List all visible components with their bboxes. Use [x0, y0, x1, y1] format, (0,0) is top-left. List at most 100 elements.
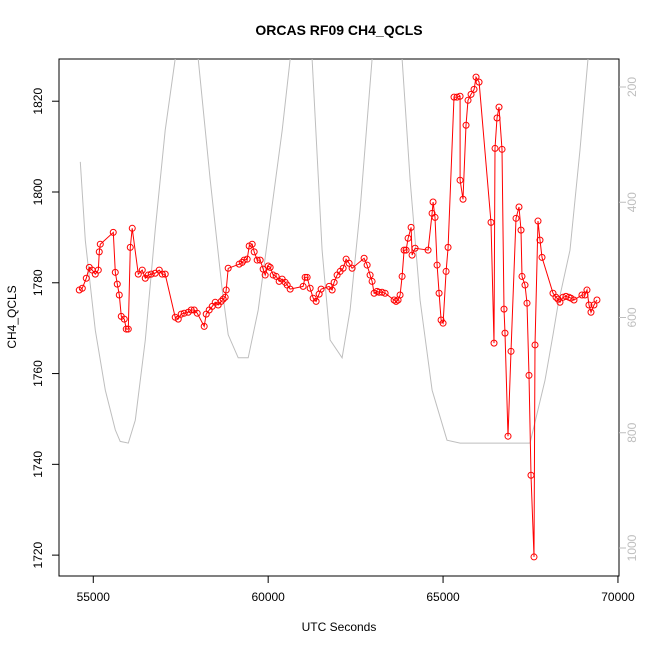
- data-point: [531, 341, 539, 349]
- data-point: [120, 315, 128, 323]
- data-point: [124, 325, 132, 333]
- data-point: [525, 371, 533, 379]
- data-point: [82, 274, 90, 282]
- data-point: [396, 291, 404, 299]
- x-tick-label: 55000: [77, 590, 111, 604]
- data-point: [328, 286, 336, 294]
- plot-box: [58, 58, 620, 577]
- data-point: [253, 256, 261, 264]
- data-point: [433, 261, 441, 269]
- data-point: [459, 195, 467, 203]
- data-point: [238, 258, 246, 266]
- data-point: [109, 228, 117, 236]
- y-axis-label: CH4_QCLS: [5, 285, 19, 348]
- data-point: [408, 251, 416, 259]
- y2-tick-label: 1000: [625, 534, 639, 561]
- data-point: [527, 471, 535, 479]
- plot-area: [75, 59, 601, 561]
- data-point: [523, 299, 531, 307]
- y-tick-label: 1780: [31, 269, 45, 296]
- data-point: [200, 322, 208, 330]
- data-point: [368, 277, 376, 285]
- data-point: [360, 254, 368, 262]
- data-point: [259, 265, 267, 273]
- data-point: [240, 256, 248, 264]
- data-point: [587, 308, 595, 316]
- data-point: [583, 286, 591, 294]
- data-point: [521, 281, 529, 289]
- data-point: [177, 310, 185, 318]
- data-point: [126, 243, 134, 251]
- y2-tick-label: 400: [625, 192, 639, 212]
- data-point: [512, 214, 520, 222]
- data-point: [518, 272, 526, 280]
- data-point: [264, 262, 272, 270]
- data-point: [272, 272, 280, 280]
- data-point: [193, 309, 201, 317]
- data-point: [424, 246, 432, 254]
- data-point: [439, 319, 447, 327]
- data-point: [491, 144, 499, 152]
- y2-tick-label: 800: [625, 422, 639, 442]
- data-point: [345, 259, 353, 267]
- data-point: [507, 347, 515, 355]
- data-point: [398, 272, 406, 280]
- data-point: [404, 234, 412, 242]
- data-point: [256, 256, 264, 264]
- data-point: [453, 93, 461, 101]
- data-point: [590, 301, 598, 309]
- data-point: [402, 246, 410, 254]
- data-point: [444, 243, 452, 251]
- data-point: [266, 263, 274, 271]
- data-point: [363, 261, 371, 269]
- data-point: [122, 325, 130, 333]
- data-point: [180, 309, 188, 317]
- data-point: [470, 85, 478, 93]
- data-point: [467, 90, 475, 98]
- data-point: [158, 270, 166, 278]
- data-point: [113, 280, 121, 288]
- y-tick-label: 1800: [31, 178, 45, 205]
- data-point: [390, 296, 398, 304]
- data-point: [407, 223, 415, 231]
- data-point: [286, 285, 294, 293]
- data-point: [552, 293, 560, 301]
- data-point: [493, 114, 501, 122]
- data-point: [381, 289, 389, 297]
- data-point: [221, 293, 229, 301]
- data-point: [312, 297, 320, 305]
- series-line: [79, 59, 589, 444]
- data-point: [515, 203, 523, 211]
- data-point: [339, 264, 347, 272]
- data-point: [500, 305, 508, 313]
- data-point: [570, 296, 578, 304]
- x-tick-label: 65000: [426, 590, 460, 604]
- data-point: [144, 271, 152, 279]
- data-point: [330, 278, 338, 286]
- data-point: [585, 301, 593, 309]
- data-point: [115, 291, 123, 299]
- data-point: [534, 217, 542, 225]
- data-point: [134, 270, 142, 278]
- data-point: [219, 295, 227, 303]
- data-point: [78, 284, 86, 292]
- data-point: [435, 289, 443, 297]
- data-point: [392, 297, 400, 305]
- y-tick-label: 1720: [31, 541, 45, 568]
- data-point: [504, 432, 512, 440]
- data-point: [378, 288, 386, 296]
- data-point: [593, 296, 601, 304]
- data-point: [464, 96, 472, 104]
- data-point: [498, 145, 506, 153]
- data-point: [536, 236, 544, 244]
- data-point: [462, 121, 470, 129]
- y2-tick-label: 600: [625, 307, 639, 327]
- data-point: [487, 218, 495, 226]
- data-point: [301, 273, 309, 281]
- data-point: [400, 246, 408, 254]
- data-point: [538, 253, 546, 261]
- data-point: [261, 271, 269, 279]
- data-point: [317, 285, 325, 293]
- data-point: [306, 284, 314, 292]
